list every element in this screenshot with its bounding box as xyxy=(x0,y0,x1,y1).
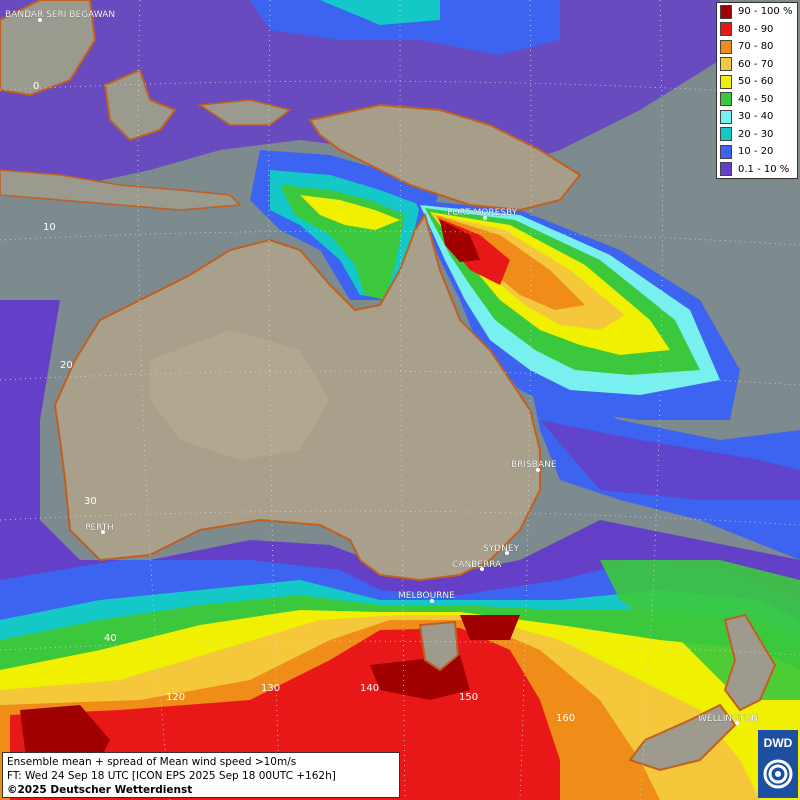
city-canberra: CANBERRA xyxy=(452,560,502,570)
legend-label: 80 - 90 xyxy=(738,23,774,35)
legend-item: 0.1 - 10 % xyxy=(717,161,797,179)
lon-label-150: 150 xyxy=(459,692,478,703)
legend-swatch xyxy=(720,144,732,159)
legend-item: 70 - 80 xyxy=(717,38,797,56)
product-title: Ensemble mean + spread of Mean wind spee… xyxy=(7,756,297,768)
legend-label: 50 - 60 xyxy=(738,76,774,88)
spiral-icon xyxy=(763,759,793,789)
legend: 90 - 100 % 80 - 90 70 - 80 60 - 70 50 - 60 40… xyxy=(716,2,798,179)
copyright: ©2025 Deutscher Wetterdienst xyxy=(7,784,193,796)
dwd-logo-text: DWD xyxy=(763,736,793,750)
land xyxy=(0,0,777,772)
legend-swatch xyxy=(720,39,732,54)
lat-label-10: 10 xyxy=(43,222,56,233)
legend-swatch xyxy=(720,127,732,142)
lat-label-20: 20 xyxy=(60,360,73,371)
lon-label-160: 160 xyxy=(556,713,575,724)
legend-item: 40 - 50 xyxy=(717,91,797,109)
legend-swatch xyxy=(720,22,732,37)
lat-label-0: 0 xyxy=(33,81,39,92)
legend-swatch xyxy=(720,109,732,124)
legend-item: 30 - 40 xyxy=(717,108,797,126)
legend-label: 20 - 30 xyxy=(738,128,774,140)
legend-label: 70 - 80 xyxy=(738,41,774,53)
city-labels: BANDAR SERI BEGAWAN PORT MORESBY BRISBAN… xyxy=(5,10,758,725)
lon-label-140: 140 xyxy=(360,683,379,694)
legend-item: 80 - 90 xyxy=(717,21,797,39)
legend-label: 60 - 70 xyxy=(738,58,774,70)
city-wellington: WELLINGTON xyxy=(698,714,758,724)
latitude-labels: 0 10 20 30 40 xyxy=(33,81,117,644)
legend-swatch xyxy=(720,92,732,107)
lon-label-130: 130 xyxy=(261,683,280,694)
legend-swatch xyxy=(720,4,732,19)
city-brisbane: BRISBANE xyxy=(511,460,557,470)
forecast-time: FT: Wed 24 Sep 18 UTC [ICON EPS 2025 Sep… xyxy=(7,770,336,782)
lat-label-30: 30 xyxy=(84,496,97,507)
city-melbourne: MELBOURNE xyxy=(398,591,455,601)
legend-swatch xyxy=(720,74,732,89)
city-sydney: SYDNEY xyxy=(483,544,520,554)
legend-label: 30 - 40 xyxy=(738,111,774,123)
legend-item: 20 - 30 xyxy=(717,126,797,144)
legend-label: 0.1 - 10 % xyxy=(738,163,790,175)
legend-swatch xyxy=(720,57,732,72)
city-port-moresby: PORT MORESBY xyxy=(447,208,518,218)
legend-item: 50 - 60 xyxy=(717,73,797,91)
legend-item: 10 - 20 xyxy=(717,143,797,161)
lon-label-120: 120 xyxy=(166,692,185,703)
info-box: Ensemble mean + spread of Mean wind spee… xyxy=(2,752,400,798)
dwd-logo: DWD xyxy=(758,730,798,798)
legend-label: 90 - 100 % xyxy=(738,6,793,18)
legend-label: 10 - 20 xyxy=(738,146,774,158)
longitude-labels: 120 130 140 150 160 xyxy=(166,683,575,724)
legend-item: 60 - 70 xyxy=(717,56,797,74)
legend-label: 40 - 50 xyxy=(738,93,774,105)
legend-item: 90 - 100 % xyxy=(717,3,797,21)
city-bandar-seri-begawan: BANDAR SERI BEGAWAN xyxy=(5,10,115,20)
lat-label-40: 40 xyxy=(104,633,117,644)
legend-swatch xyxy=(720,162,732,177)
city-perth: PERTH xyxy=(85,523,114,533)
